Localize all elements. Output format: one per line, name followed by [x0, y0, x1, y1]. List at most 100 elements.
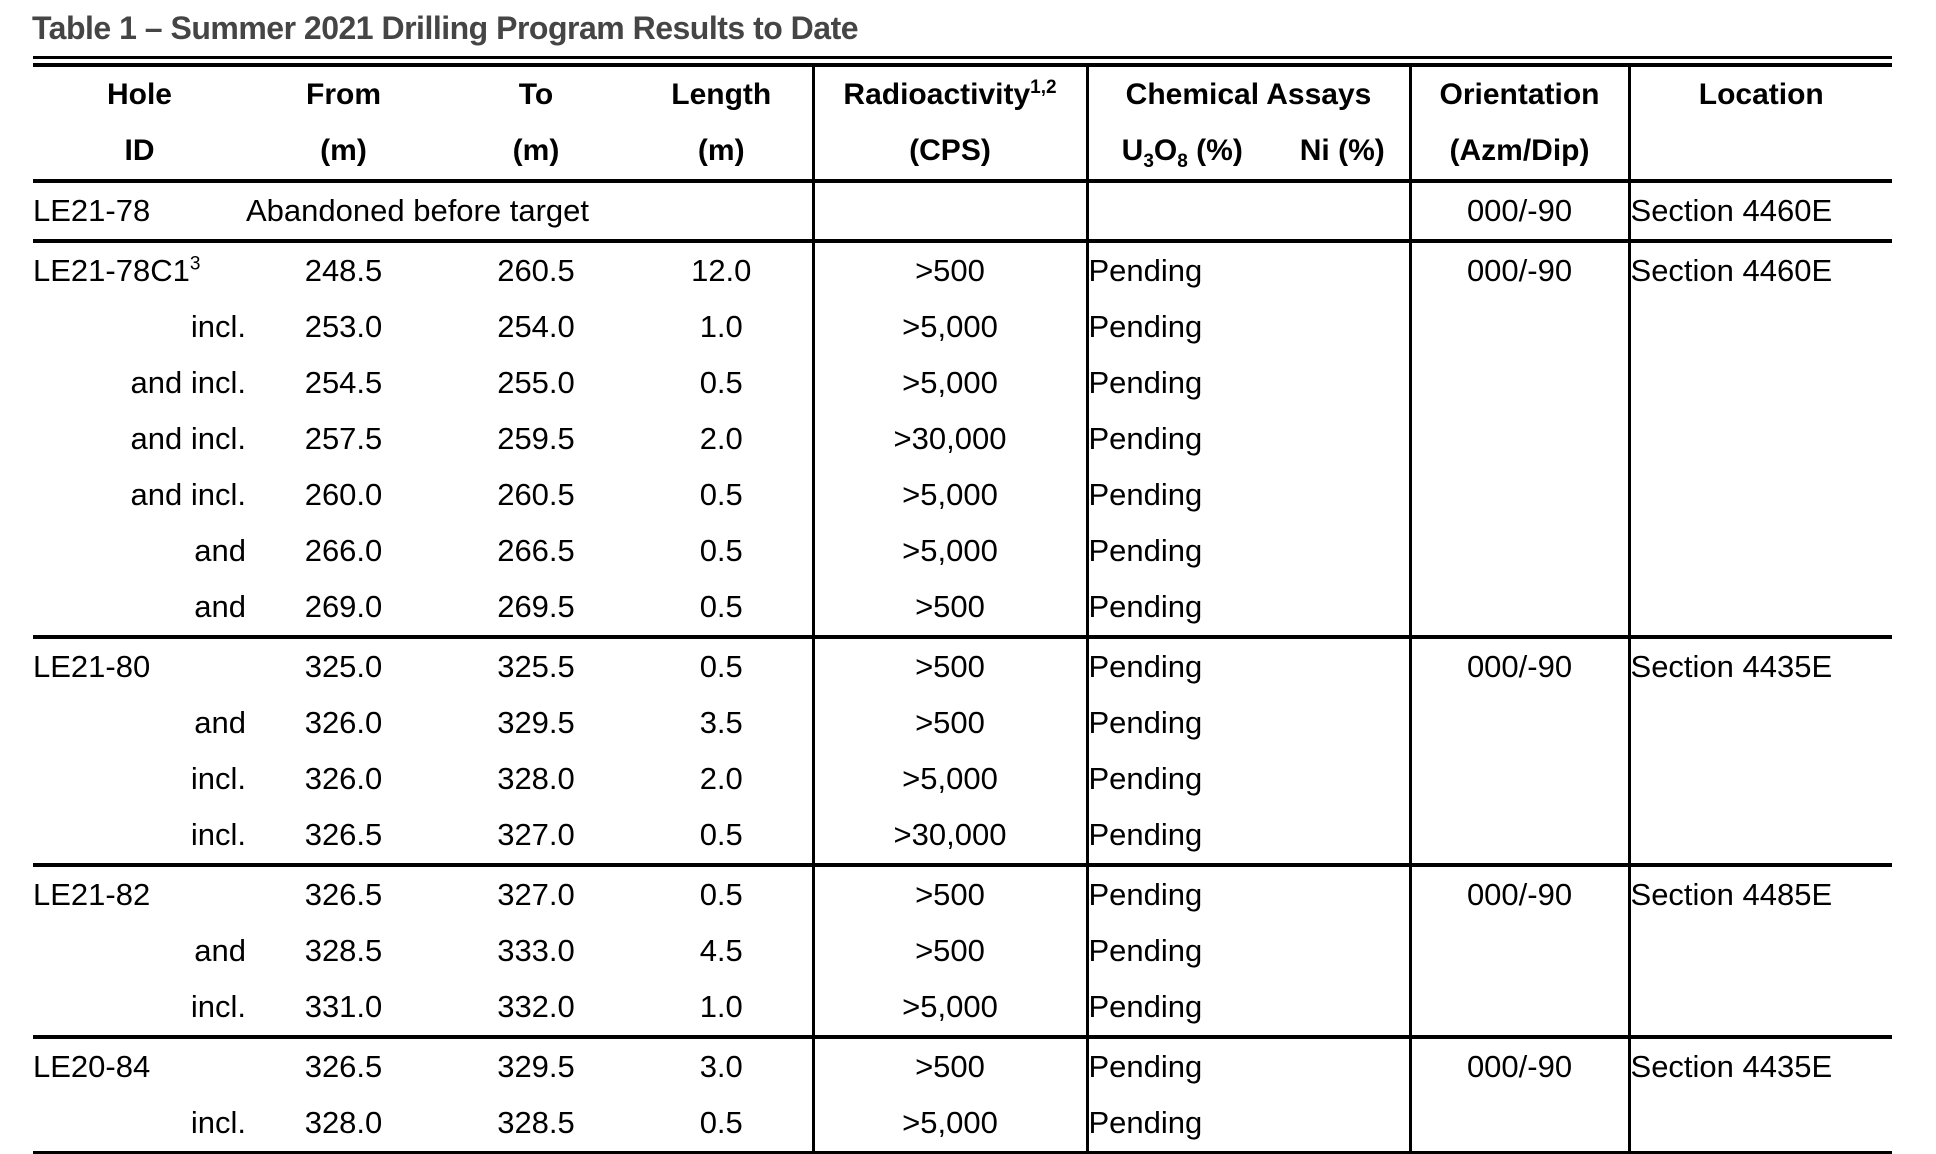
cell-length: 12.0 — [631, 239, 813, 299]
cell-from: 254.5 — [304, 365, 383, 400]
cell-orientation: 000/-90 — [1408, 863, 1631, 923]
cell-u3o8-assay: Pending — [1088, 817, 1203, 852]
cell-hole-id: incl. — [33, 807, 246, 865]
cell-ni-assay — [1276, 807, 1410, 865]
table-row: LE21-82 326.5 327.0 0.5 >500 Pending 000/-90 Se… — [33, 863, 1893, 923]
cell-hole-id: and — [33, 523, 246, 579]
col-header-chemical-assays: Chemical Assays — [1125, 78, 1372, 111]
cell-orientation — [1408, 579, 1631, 637]
cell-ni-assay — [1276, 863, 1411, 923]
cell-orientation — [1408, 299, 1631, 355]
cell-hole-id: and — [33, 923, 246, 979]
table-row: and incl. 254.5 255.0 0.5 >5,000 Pending — [33, 355, 1892, 411]
cell-ni-assay — [1276, 523, 1410, 579]
table-row: incl. 326.0 328.0 2.0 >5,000 Pending — [33, 751, 1892, 807]
cell-ni-assay — [1276, 751, 1410, 807]
hole-id-text: and — [194, 705, 246, 740]
cell-radioactivity: >500 — [811, 239, 1089, 299]
cell-from: 328.5 — [304, 933, 383, 968]
cell-hole-id: incl. — [33, 299, 246, 355]
cell-orientation: 000/-90 — [1408, 239, 1631, 299]
table-row: incl. 328.0 328.5 0.5 >5,000 Pending — [33, 1095, 1893, 1154]
cell-orientation — [1408, 1095, 1631, 1154]
cell-hole-id: incl. — [33, 979, 246, 1037]
cell-ni-assay — [1276, 635, 1411, 695]
cell-location — [1629, 411, 1892, 467]
col-header-to: To — [518, 78, 554, 111]
cell-u3o8-assay: Pending — [1088, 761, 1203, 796]
cell-radioactivity: >500 — [811, 635, 1089, 695]
cell-length: 0.5 — [631, 1095, 813, 1154]
cell-length: 0.5 — [699, 589, 743, 624]
col-header-hole: Hole — [106, 78, 172, 111]
cell-radioactivity: >500 — [811, 695, 1089, 751]
cell-ni-assay — [1276, 467, 1410, 523]
table-row: LE20-84 326.5 329.5 3.0 >500 Pending 000/-90 Se… — [33, 1035, 1893, 1095]
cell-location — [1629, 523, 1892, 579]
cell-to: 328.5 — [441, 1095, 631, 1154]
u3o8-part: (%) — [1187, 134, 1243, 167]
cell-location — [1629, 695, 1892, 751]
cell-u3o8-assay: Pending — [1088, 365, 1203, 400]
cell-length: 3.0 — [631, 1035, 813, 1095]
cell-radioactivity: >30,000 — [811, 411, 1089, 467]
cell-length: 0.5 — [699, 817, 743, 852]
cell-hole-id: LE20-84 — [33, 1035, 246, 1095]
table-row: LE21-78C13 248.5 260.5 12.0 >500 Pending 000/-… — [33, 239, 1893, 299]
cell-u3o8-assay: Pending — [1088, 933, 1203, 968]
cell-to: 327.0 — [441, 863, 631, 923]
hole-id-text: LE21-78C1 — [33, 253, 190, 288]
cell-hole-id: and incl. — [33, 355, 246, 411]
cell-hole-id: and — [33, 579, 246, 637]
cell-location — [1629, 1095, 1893, 1154]
hole-id-text: and incl. — [130, 477, 246, 512]
cell-to: 327.0 — [497, 817, 575, 852]
hole-id-text: incl. — [190, 1105, 246, 1140]
cell-from: 269.0 — [304, 589, 383, 624]
cell-radioactivity: >500 — [811, 579, 1089, 637]
cell-u3o8-assay: Pending — [1088, 309, 1203, 344]
hole-id-text: LE21-78 — [33, 193, 151, 228]
header-row-2: ID (m) (m) (m) (CPS) U3O8 (%) Ni (%) (Az… — [33, 123, 1893, 183]
hole-id-text: LE20-84 — [33, 1049, 151, 1084]
table-row: and 328.5 333.0 4.5 >500 Pending — [33, 923, 1892, 979]
cell-to: 255.0 — [497, 365, 575, 400]
cell-radioactivity: >5,000 — [811, 355, 1089, 411]
cell-length: 3.5 — [699, 705, 743, 740]
table-row: and incl. 260.0 260.5 0.5 >5,000 Pending — [33, 467, 1892, 523]
cell-hole-id: incl. — [33, 751, 246, 807]
cell-u3o8-assay: Pending — [1088, 989, 1203, 1024]
cell-hole-id: and — [33, 695, 246, 751]
cell-location — [1629, 807, 1892, 865]
cell-to: 325.5 — [441, 635, 631, 695]
cell-orientation — [1408, 523, 1631, 579]
cell-to: 260.5 — [441, 239, 631, 299]
table-body: LE21-78 Abandoned before target 000/-90 Sec… — [33, 181, 1893, 1154]
col-header-from: From — [306, 78, 381, 111]
cell-location — [1629, 467, 1892, 523]
cell-u3o8-assay — [1087, 181, 1276, 241]
cell-ni-assay — [1276, 239, 1411, 299]
cell-u3o8-assay: Pending — [1088, 533, 1203, 568]
cell-orientation — [1408, 979, 1631, 1037]
cell-u3o8-assay: Pending — [1087, 239, 1276, 299]
cell-from: 248.5 — [246, 239, 441, 299]
cell-location — [1629, 979, 1892, 1037]
hole-id-text: LE21-80 — [33, 649, 151, 684]
table-row: and incl. 257.5 259.5 2.0 >30,000 Pending — [33, 411, 1892, 467]
cell-length: 0.5 — [699, 533, 743, 568]
cell-hole-id: LE21-78C13 — [33, 239, 246, 299]
radioactivity-footnote-superscript: 1,2 — [1030, 77, 1057, 98]
cell-length: 0.5 — [699, 477, 743, 512]
hole-id-text: incl. — [190, 989, 246, 1024]
table-row: LE21-80 325.0 325.5 0.5 >500 Pending 000/-90 Se… — [33, 635, 1893, 695]
cell-orientation: 000/-90 — [1408, 181, 1631, 241]
cell-ni-assay — [1276, 695, 1410, 751]
cell-ni-assay — [1276, 579, 1410, 637]
cell-to: 332.0 — [497, 989, 575, 1024]
cell-from: 325.0 — [246, 635, 441, 695]
cell-location — [1629, 579, 1892, 637]
hole-id-text: and — [194, 533, 246, 568]
cell-ni-assay — [1276, 923, 1410, 979]
table-row: LE21-78 Abandoned before target 000/-90 Sec… — [33, 181, 1892, 241]
